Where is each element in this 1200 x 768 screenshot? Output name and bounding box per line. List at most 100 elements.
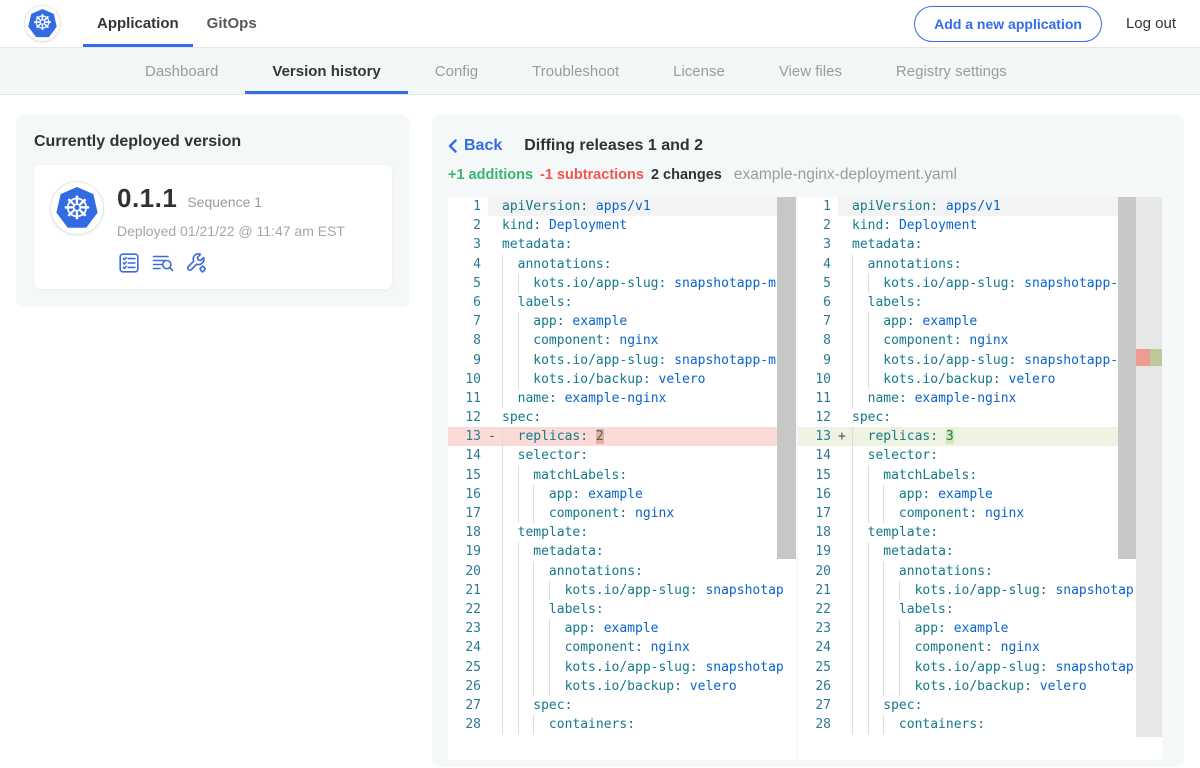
diff-marker [488, 293, 502, 312]
scrollbar-thumb[interactable] [1118, 197, 1136, 559]
code-text: kind: Deployment [502, 218, 628, 234]
deployed-card-title: Currently deployed version [34, 133, 242, 150]
kubernetes-heptagon: ☸ [56, 187, 98, 228]
line-number: 6 [473, 294, 481, 310]
line-number: 23 [465, 621, 481, 637]
code-text: metadata: [502, 542, 796, 562]
line-number: 12 [815, 410, 831, 426]
code-line: 19 metadata: [448, 542, 796, 562]
code-text: selector: [852, 446, 1162, 466]
code-text: metadata: [502, 237, 573, 253]
code-text: spec: [852, 410, 892, 426]
code-text: kots.io/app-slug: snapshotapp-mu [852, 350, 1162, 370]
tab-config[interactable]: Config [434, 62, 479, 80]
kubernetes-helm-icon: ☸ [32, 10, 53, 36]
tab-version-history[interactable]: Version history [245, 48, 408, 94]
scrollbar-thumb[interactable] [777, 197, 796, 559]
main-content: Currently deployed version ☸ 0.1.1 Seque… [0, 95, 1200, 767]
diff-marker [488, 255, 502, 274]
code-text: labels: [852, 599, 1162, 620]
line-number: 13 [815, 429, 831, 445]
line-number: 22 [815, 601, 831, 617]
diff-marker [838, 485, 852, 504]
code-line: 11 name: example-nginx [798, 388, 1162, 409]
line-number: 19 [465, 544, 481, 560]
code-text: spec: [852, 695, 1162, 716]
line-number: 18 [465, 525, 481, 541]
line-number: 11 [465, 390, 481, 406]
code-line: 14 selector: [448, 446, 796, 466]
deploy-logs-icon[interactable] [151, 251, 175, 275]
code-text: spec: [502, 410, 542, 426]
code-text: app: example [852, 312, 1162, 332]
tab-view-files[interactable]: View files [778, 62, 842, 80]
code-line: 15 matchLabels: [448, 465, 796, 485]
code-text: containers: [852, 715, 1162, 735]
line-number: 24 [815, 640, 831, 656]
code-line: 17 component: nginx [448, 504, 796, 524]
diff-marker [488, 677, 502, 696]
line-number: 27 [815, 697, 831, 713]
code-line: 8 component: nginx [798, 331, 1162, 351]
code-line: 27 spec: [448, 695, 796, 716]
tab-dashboard[interactable]: Dashboard [145, 62, 219, 80]
line-number: 22 [465, 601, 481, 617]
code-text: kots.io/app-slug: snapshotapp-mu [502, 350, 796, 370]
edit-config-icon[interactable] [185, 251, 209, 275]
line-number: 11 [815, 390, 831, 406]
code-text: kind: Deployment [852, 218, 978, 234]
back-button[interactable]: Back [448, 137, 502, 155]
line-number: 21 [465, 582, 481, 598]
line-number: 6 [823, 294, 831, 310]
code-line: 6 labels: [798, 292, 1162, 313]
code-text: spec: [502, 695, 796, 716]
code-line: 25 kots.io/app-slug: snapshotap [448, 657, 796, 677]
version-details: 0.1.1 Sequence 1 Deployed 01/21/22 @ 11:… [117, 181, 345, 275]
diff-marker [488, 351, 502, 370]
code-text: app: example [502, 484, 796, 504]
code-line: 20 annotations: [798, 561, 1162, 581]
logout-button[interactable]: Log out [1125, 15, 1176, 32]
line-number: 23 [815, 621, 831, 637]
code-text: apiVersion: apps/v1 [502, 197, 796, 217]
diff-pane-original: 1 apiVersion: apps/v1 2 kind: Deployment 3 me… [448, 197, 796, 760]
line-number: 27 [465, 697, 481, 713]
code-line: 24 component: nginx [448, 638, 796, 658]
top-nav-gitops[interactable]: GitOps [206, 15, 257, 32]
top-nav-application[interactable]: Application [83, 0, 193, 47]
diff-overview-ruler[interactable] [1136, 197, 1162, 737]
code-text: annotations: [502, 254, 796, 274]
diff-marker [838, 696, 852, 715]
code-text: replicas: 3 [852, 427, 1162, 447]
line-number: 8 [823, 333, 831, 349]
diff-marker [838, 255, 852, 274]
tab-license[interactable]: License [673, 62, 725, 80]
diff-marker [838, 638, 852, 657]
add-application-button[interactable]: Add a new application [914, 5, 1102, 42]
line-number: 14 [465, 448, 481, 464]
diff-marker: + [838, 429, 846, 445]
diff-marker [488, 696, 502, 715]
diff-marker [838, 600, 852, 619]
code-text: apiVersion: apps/v1 [852, 197, 1162, 217]
diff-marker [488, 504, 502, 523]
line-number: 14 [815, 448, 831, 464]
release-notes-icon[interactable] [117, 251, 141, 275]
code-line: 12 spec: [448, 408, 796, 427]
code-text: component: nginx [502, 504, 796, 524]
code-text: labels: [502, 292, 796, 313]
subtractions-count: -1 subtractions [540, 167, 644, 183]
code-line: 25 kots.io/app-slug: snapshotap [798, 657, 1162, 677]
line-number: 26 [815, 678, 831, 694]
diff-stats: +1 additions -1 subtractions 2 changes e… [448, 166, 1184, 184]
diff-marker [488, 638, 502, 657]
diff-marker [488, 235, 502, 254]
code-line: 22 labels: [448, 599, 796, 620]
app-logo: ☸ [24, 0, 61, 47]
top-nav: ☸ Application GitOps Add a new applicati… [0, 0, 1200, 48]
tab-registry-settings[interactable]: Registry settings [895, 62, 1007, 80]
code-line: 28 containers: [798, 715, 1162, 735]
tab-troubleshoot[interactable]: Troubleshoot [532, 62, 620, 80]
code-line: 23 app: example [798, 619, 1162, 639]
diff-marker [488, 466, 502, 485]
